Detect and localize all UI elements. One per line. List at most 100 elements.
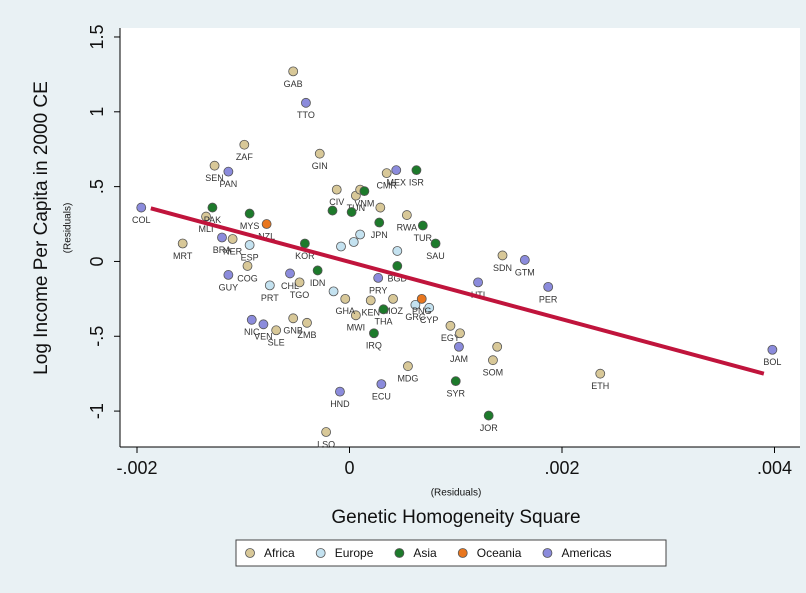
- point-label: GHA: [335, 306, 355, 316]
- point: [417, 220, 428, 231]
- point: [335, 386, 345, 397]
- point: [227, 234, 238, 244]
- point: [312, 265, 323, 276]
- point: [410, 299, 421, 310]
- point-label: PER: [539, 294, 558, 304]
- point-label: PAN: [219, 179, 237, 189]
- point: [346, 207, 357, 217]
- x-tick-label: -.002: [116, 458, 157, 478]
- point-label: COL: [132, 215, 151, 225]
- point: [392, 261, 403, 271]
- point-label: COG: [237, 273, 258, 283]
- point-label: RWA: [397, 222, 418, 232]
- point: [391, 165, 402, 176]
- legend-label: Asia: [413, 546, 437, 560]
- legend-label: Africa: [264, 546, 295, 560]
- point-label: SLE: [268, 338, 285, 348]
- point-label: TUN: [347, 203, 366, 213]
- point: [288, 313, 299, 324]
- point: [258, 319, 269, 330]
- point: [261, 219, 272, 229]
- legend-marker: [542, 548, 553, 558]
- point: [373, 273, 384, 283]
- point: [348, 237, 359, 247]
- legend-marker: [315, 548, 326, 558]
- point: [375, 202, 386, 213]
- point: [369, 328, 379, 339]
- point-label: MEX: [386, 178, 406, 188]
- point: [264, 280, 275, 291]
- point: [488, 355, 498, 366]
- point: [314, 148, 325, 159]
- point-label: GRC: [405, 312, 426, 322]
- point-label: CHL: [281, 281, 299, 291]
- point-label: MOZ: [383, 306, 403, 316]
- point-label: VEN: [254, 332, 273, 342]
- point-label: ECU: [372, 392, 391, 402]
- point: [374, 217, 385, 228]
- point-label: GNB: [283, 326, 303, 336]
- point-label: TUR: [414, 233, 433, 243]
- point: [340, 293, 351, 304]
- point-label: BGD: [388, 273, 408, 283]
- point: [285, 268, 295, 279]
- fit-line: [150, 206, 765, 376]
- point-label: NIC: [244, 327, 260, 337]
- point-label: MDG: [397, 374, 418, 384]
- point: [294, 277, 305, 288]
- point: [401, 210, 412, 220]
- y-tick-label: .5: [87, 179, 107, 194]
- point-label: HND: [330, 399, 350, 409]
- point: [519, 255, 530, 265]
- point-label: IRQ: [366, 341, 382, 351]
- legend: [235, 539, 667, 567]
- point-label: ISR: [409, 178, 425, 188]
- point-label: MRT: [173, 251, 193, 261]
- point: [411, 165, 422, 176]
- y-tick-label: 1.5: [87, 24, 107, 49]
- point: [336, 241, 346, 252]
- point-label: GIN: [312, 161, 328, 171]
- legend-label: Americas: [561, 546, 611, 560]
- point: [543, 281, 554, 292]
- point-label: TGO: [290, 290, 310, 300]
- point-label: GTM: [515, 267, 535, 277]
- point-label: PRT: [261, 293, 279, 303]
- point-label: BRA: [213, 245, 232, 255]
- point: [207, 202, 218, 213]
- point: [350, 310, 361, 321]
- point-label: PAK: [204, 215, 221, 225]
- point: [376, 379, 387, 390]
- point: [177, 238, 188, 249]
- point: [328, 286, 339, 297]
- point: [136, 202, 147, 213]
- x-tick-label: 0: [344, 458, 354, 478]
- point-label: CYP: [420, 315, 439, 325]
- y-tick-label: -1: [87, 403, 107, 419]
- point: [244, 208, 255, 219]
- point: [497, 250, 508, 261]
- point: [223, 270, 234, 280]
- point: [331, 184, 342, 195]
- point: [288, 66, 299, 77]
- point-label: ETH: [591, 381, 609, 391]
- point-label: NER: [223, 246, 243, 256]
- point-label: JAM: [450, 354, 468, 364]
- x-subtitle: (Residuals): [431, 488, 482, 499]
- point: [301, 97, 311, 108]
- point-label: GUY: [219, 282, 239, 292]
- point-label: NZL: [258, 231, 275, 241]
- point: [302, 317, 312, 328]
- point-label: ZMB: [298, 330, 317, 340]
- point-label: IDN: [310, 278, 326, 288]
- point-label: PRY: [369, 285, 387, 295]
- point: [355, 229, 366, 240]
- point: [246, 314, 257, 325]
- point-label: KOR: [295, 251, 315, 261]
- point-label: EGY: [441, 333, 460, 343]
- x-tick-label: .002: [544, 458, 579, 478]
- point: [209, 160, 220, 171]
- x-title: Genetic Homogeneity Square: [331, 507, 580, 528]
